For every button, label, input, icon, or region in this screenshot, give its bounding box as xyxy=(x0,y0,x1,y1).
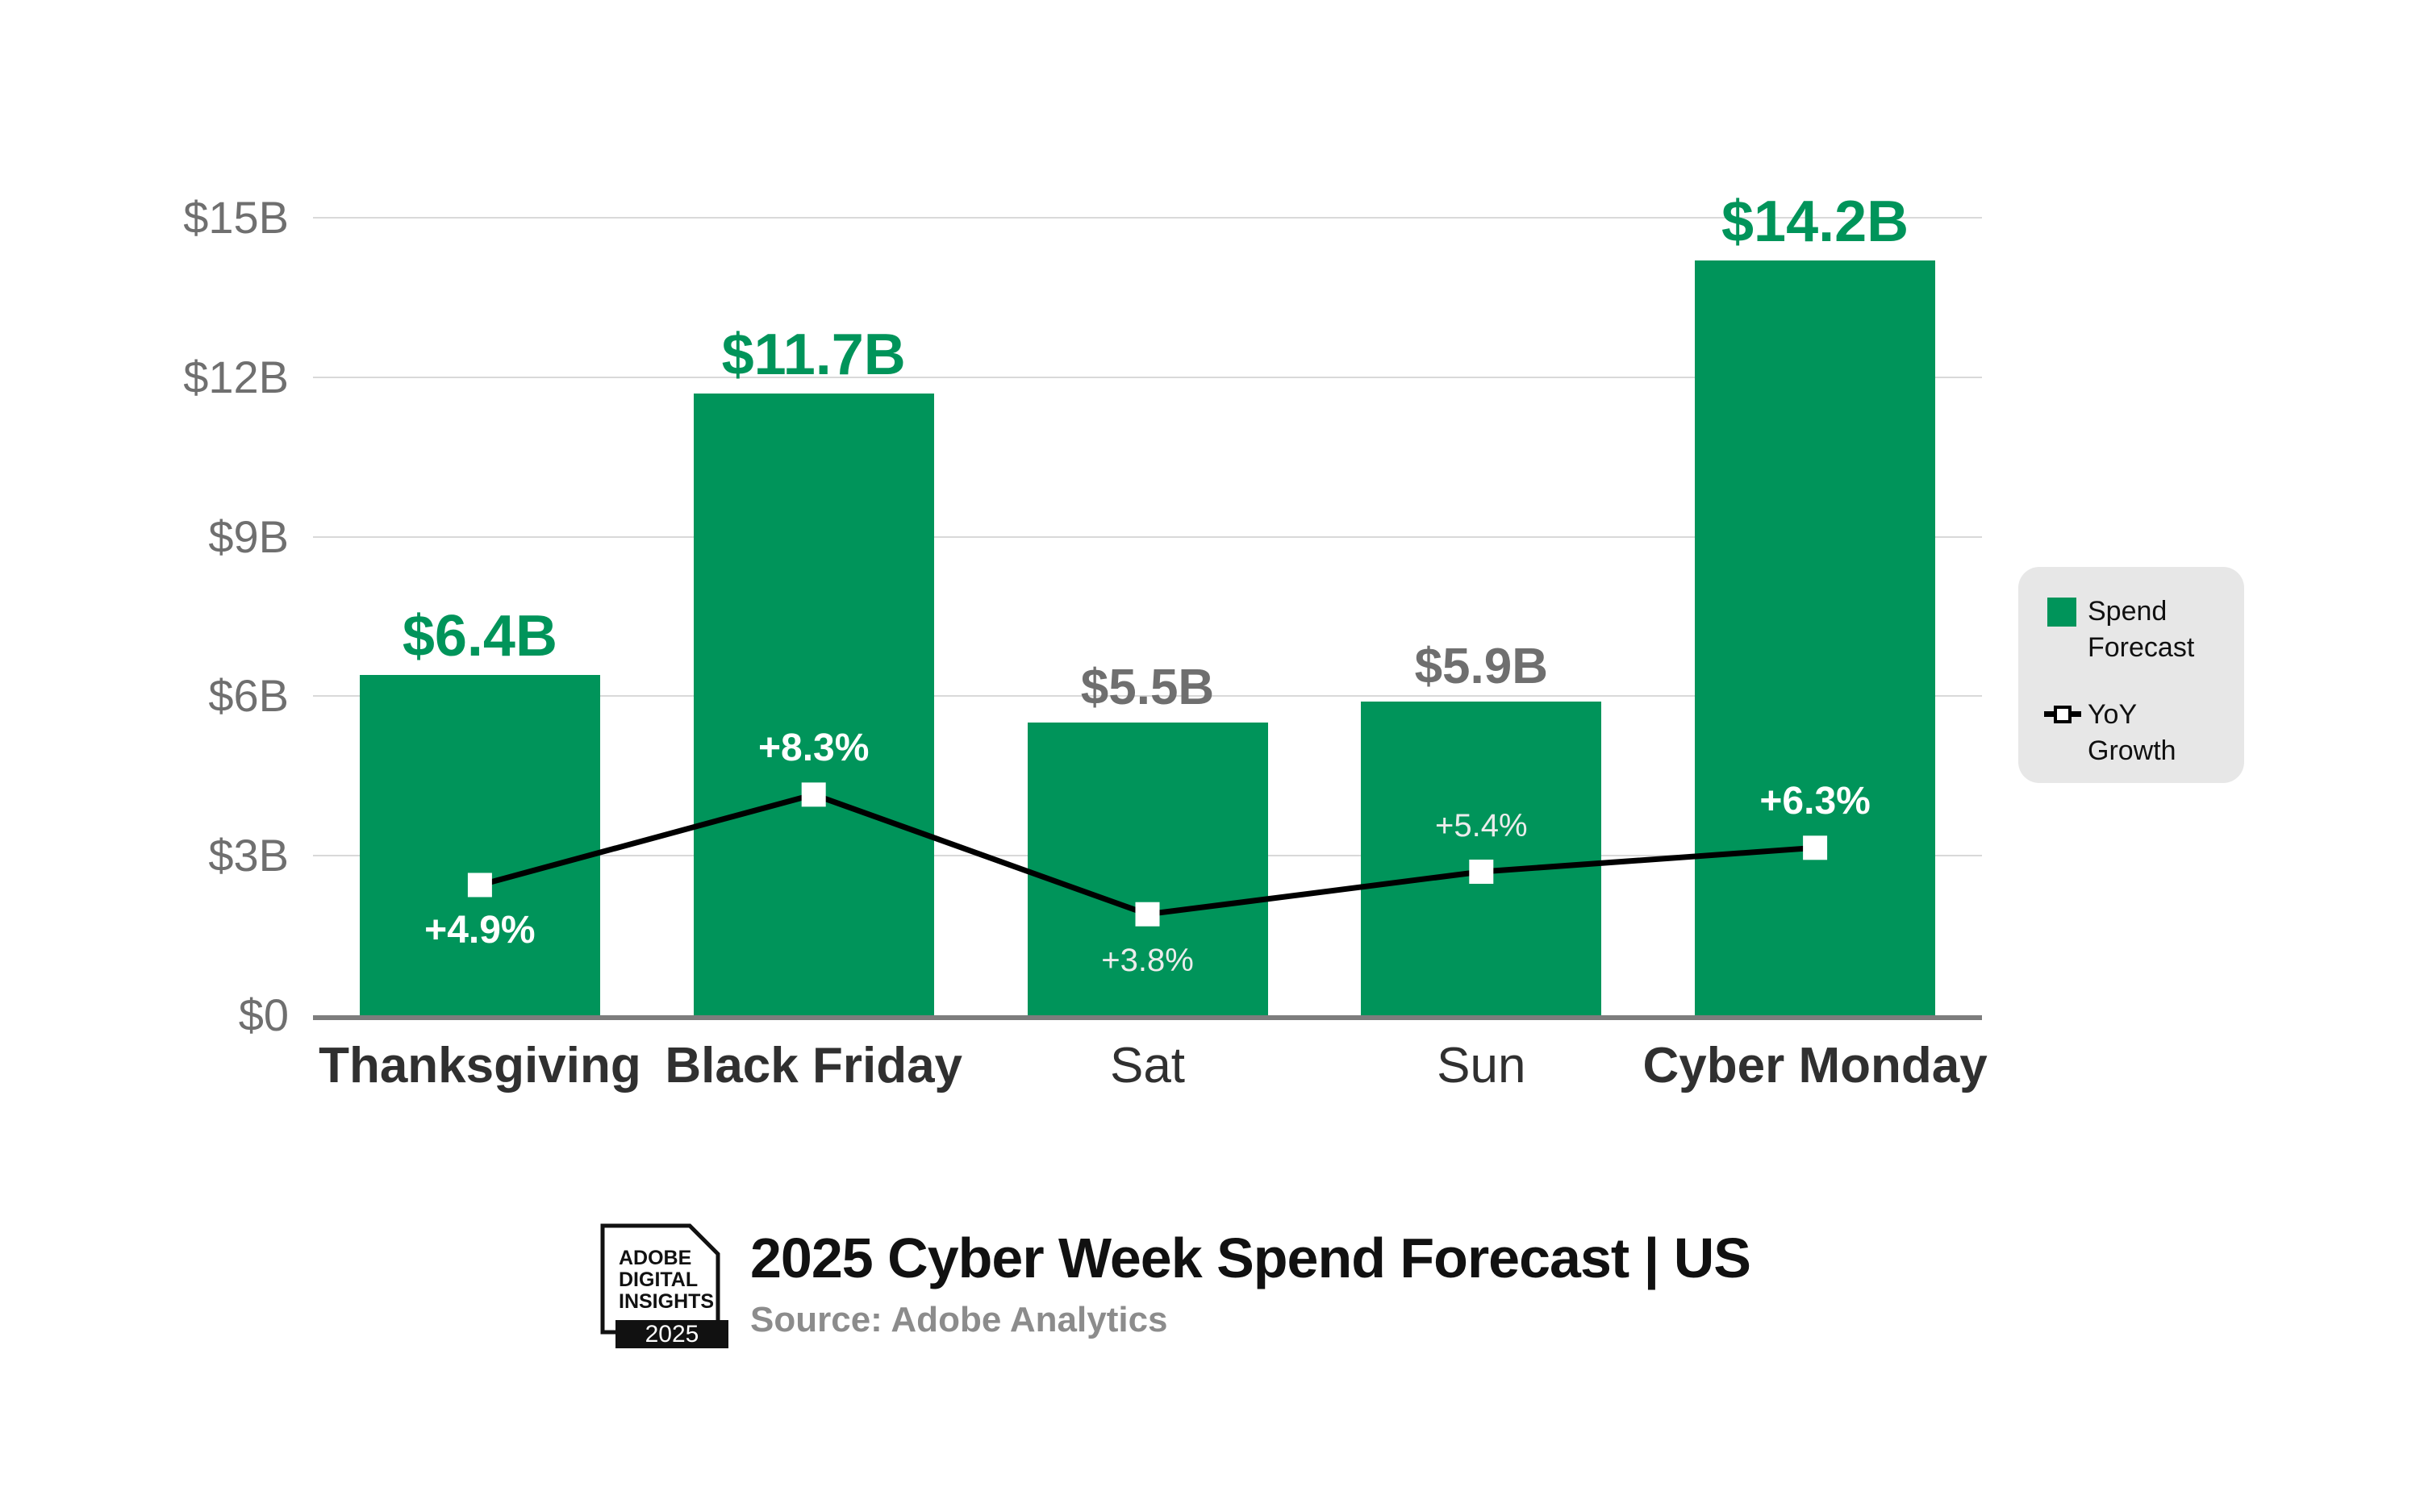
bar-value-label-black-friday: $11.7B xyxy=(721,322,906,387)
x-axis-label-cyber-monday: Cyber Monday xyxy=(1642,1038,1988,1093)
chart-title: 2025 Cyber Week Spend Forecast | US xyxy=(750,1227,1751,1289)
yoy-growth-label-sun: +5.4% xyxy=(1435,807,1528,843)
gridline-15B xyxy=(313,217,1982,219)
badge-year: 2025 xyxy=(645,1321,699,1347)
x-axis-label-sat: Sat xyxy=(1109,1038,1186,1093)
bar-value-label-thanksgiving: $6.4B xyxy=(402,604,557,669)
bar-value-label-sun: $5.9B xyxy=(1414,638,1549,694)
bar-thanksgiving xyxy=(359,675,600,1015)
yoy-growth-label-cyber-monday: +6.3% xyxy=(1759,780,1871,823)
legend-yoy-growth-label: YoY Growth xyxy=(2088,699,2176,766)
y-axis-tick-label: $6B xyxy=(208,670,289,722)
chart-source: Source: Adobe Analytics xyxy=(750,1300,1168,1339)
legend-spend-forecast-label: Spend Forecast xyxy=(2088,596,2195,663)
y-axis-tick-label: $15B xyxy=(183,192,289,243)
yoy-growth-label-thanksgiving: +4.9% xyxy=(424,909,536,952)
y-axis-tick-label: $9B xyxy=(208,510,289,562)
gridline-6B xyxy=(313,695,1982,698)
chart-legend: Spend Forecast YoY Growth xyxy=(2018,567,2244,783)
adobe-digital-insights-badge: ADOBE DIGITAL INSIGHTS 2025 xyxy=(600,1223,728,1348)
bar-black-friday xyxy=(693,393,934,1015)
x-axis-baseline xyxy=(313,1015,1982,1020)
bar-cyber-monday xyxy=(1695,260,1936,1015)
yoy-growth-label-sat: +3.8% xyxy=(1101,942,1194,978)
y-axis-tick-label: $12B xyxy=(183,351,289,402)
y-axis-tick-label: $3B xyxy=(208,830,289,881)
legend-spend-forecast-swatch-icon xyxy=(2047,598,2076,627)
x-axis-label-thanksgiving: Thanksgiving xyxy=(319,1038,641,1093)
badge-line-3: INSIGHTS xyxy=(619,1290,714,1313)
bar-sun xyxy=(1361,701,1602,1015)
badge-line-1: ADOBE xyxy=(619,1247,691,1269)
gridline-12B xyxy=(313,376,1982,378)
gridline-9B xyxy=(313,535,1982,538)
x-axis-label-black-friday: Black Friday xyxy=(665,1038,963,1093)
badge-line-2: DIGITAL xyxy=(619,1268,698,1291)
badge-year-bar xyxy=(615,1320,728,1348)
legend-yoy-marker-icon xyxy=(2054,706,2072,723)
badge-outline xyxy=(600,1223,720,1335)
bar-value-label-sat: $5.5B xyxy=(1080,660,1215,716)
yoy-growth-label-black-friday: +8.3% xyxy=(757,727,870,770)
y-axis-tick-label: $0 xyxy=(238,989,289,1040)
x-axis-label-sun: Sun xyxy=(1437,1038,1526,1093)
bar-value-label-cyber-monday: $14.2B xyxy=(1721,189,1909,254)
